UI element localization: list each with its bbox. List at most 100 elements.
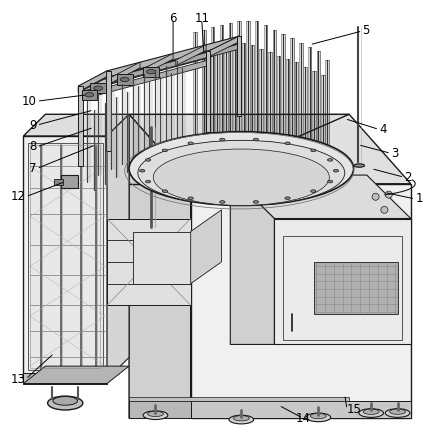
- Text: 5: 5: [362, 24, 370, 38]
- Polygon shape: [28, 142, 103, 371]
- Text: 11: 11: [194, 12, 209, 25]
- Text: 10: 10: [22, 95, 37, 108]
- Polygon shape: [106, 71, 111, 151]
- Ellipse shape: [354, 164, 365, 167]
- Ellipse shape: [372, 193, 379, 200]
- Ellipse shape: [333, 170, 338, 172]
- Ellipse shape: [385, 409, 410, 417]
- Polygon shape: [230, 175, 274, 344]
- Text: 6: 6: [169, 12, 177, 25]
- Ellipse shape: [145, 180, 151, 183]
- Polygon shape: [314, 262, 397, 314]
- Ellipse shape: [220, 201, 225, 203]
- Text: 12: 12: [11, 190, 26, 203]
- Polygon shape: [176, 45, 206, 66]
- Ellipse shape: [143, 411, 168, 420]
- Polygon shape: [61, 175, 78, 188]
- Ellipse shape: [147, 69, 155, 74]
- Ellipse shape: [120, 77, 129, 82]
- Polygon shape: [190, 184, 411, 418]
- Ellipse shape: [363, 409, 379, 414]
- Text: 2: 2: [404, 171, 412, 184]
- Ellipse shape: [385, 191, 392, 198]
- Polygon shape: [107, 36, 239, 77]
- Ellipse shape: [129, 132, 354, 205]
- Polygon shape: [90, 83, 106, 94]
- Ellipse shape: [327, 159, 333, 161]
- Polygon shape: [143, 66, 159, 77]
- Text: 13: 13: [11, 373, 26, 386]
- Polygon shape: [78, 86, 83, 166]
- Text: 9: 9: [29, 118, 37, 132]
- Text: 8: 8: [29, 140, 37, 153]
- Polygon shape: [23, 373, 107, 384]
- Ellipse shape: [327, 180, 333, 183]
- Polygon shape: [237, 36, 241, 116]
- Ellipse shape: [291, 190, 302, 194]
- Polygon shape: [230, 175, 411, 218]
- Polygon shape: [133, 232, 190, 284]
- Ellipse shape: [285, 142, 290, 145]
- Polygon shape: [208, 36, 239, 57]
- Polygon shape: [117, 74, 132, 85]
- Text: 14: 14: [295, 412, 311, 425]
- Polygon shape: [190, 210, 222, 284]
- Text: 1: 1: [415, 192, 423, 205]
- Ellipse shape: [153, 149, 329, 205]
- Polygon shape: [129, 401, 190, 418]
- Ellipse shape: [306, 413, 330, 422]
- Ellipse shape: [162, 149, 167, 152]
- Polygon shape: [78, 71, 107, 93]
- Ellipse shape: [229, 415, 254, 424]
- Polygon shape: [146, 153, 161, 162]
- Polygon shape: [78, 71, 107, 92]
- Ellipse shape: [162, 190, 167, 192]
- Polygon shape: [107, 218, 190, 305]
- Polygon shape: [78, 51, 208, 93]
- Polygon shape: [23, 136, 107, 379]
- Text: 15: 15: [347, 403, 362, 416]
- Polygon shape: [274, 218, 411, 344]
- Polygon shape: [129, 114, 411, 184]
- Polygon shape: [129, 396, 411, 401]
- Ellipse shape: [145, 159, 151, 161]
- Polygon shape: [107, 114, 129, 379]
- Ellipse shape: [285, 197, 290, 199]
- Ellipse shape: [359, 409, 384, 417]
- Ellipse shape: [390, 409, 405, 414]
- Polygon shape: [144, 53, 173, 74]
- Ellipse shape: [85, 93, 94, 97]
- Polygon shape: [107, 44, 239, 84]
- Ellipse shape: [47, 396, 83, 410]
- Text: 7: 7: [29, 162, 37, 175]
- Ellipse shape: [140, 170, 145, 172]
- Polygon shape: [206, 51, 210, 132]
- Ellipse shape: [138, 140, 345, 205]
- Text: 4: 4: [379, 123, 387, 136]
- Ellipse shape: [381, 206, 388, 213]
- Polygon shape: [23, 366, 129, 384]
- Ellipse shape: [311, 190, 316, 192]
- Polygon shape: [129, 114, 190, 418]
- Ellipse shape: [278, 194, 288, 199]
- Polygon shape: [190, 401, 411, 418]
- Text: 3: 3: [391, 147, 398, 160]
- Polygon shape: [54, 179, 63, 184]
- Ellipse shape: [253, 201, 259, 203]
- Polygon shape: [111, 62, 140, 83]
- Ellipse shape: [253, 138, 259, 141]
- Ellipse shape: [311, 149, 316, 152]
- Polygon shape: [208, 36, 239, 58]
- Ellipse shape: [53, 396, 78, 405]
- Ellipse shape: [311, 413, 326, 419]
- Polygon shape: [78, 60, 208, 101]
- Ellipse shape: [188, 142, 193, 145]
- Polygon shape: [82, 90, 97, 100]
- Ellipse shape: [148, 411, 163, 416]
- Ellipse shape: [220, 138, 225, 141]
- Polygon shape: [23, 114, 129, 136]
- Ellipse shape: [233, 416, 249, 421]
- Ellipse shape: [188, 197, 193, 199]
- Ellipse shape: [264, 199, 275, 203]
- Ellipse shape: [94, 86, 103, 90]
